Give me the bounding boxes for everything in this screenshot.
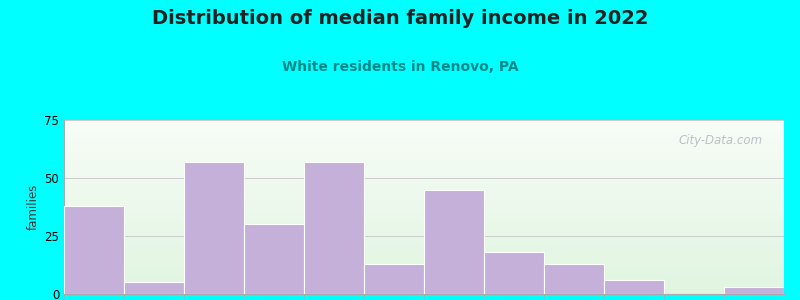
Bar [724, 287, 784, 294]
Bar [364, 264, 424, 294]
Bar [544, 264, 604, 294]
Bar [124, 282, 184, 294]
Text: City-Data.com: City-Data.com [678, 134, 762, 147]
Bar [64, 206, 124, 294]
Bar [184, 162, 244, 294]
Bar [304, 162, 364, 294]
Bar [604, 280, 664, 294]
Text: Distribution of median family income in 2022: Distribution of median family income in … [152, 9, 648, 28]
Y-axis label: families: families [27, 184, 40, 230]
Bar [484, 252, 544, 294]
Text: White residents in Renovo, PA: White residents in Renovo, PA [282, 60, 518, 74]
Bar [424, 190, 484, 294]
Bar [244, 224, 304, 294]
